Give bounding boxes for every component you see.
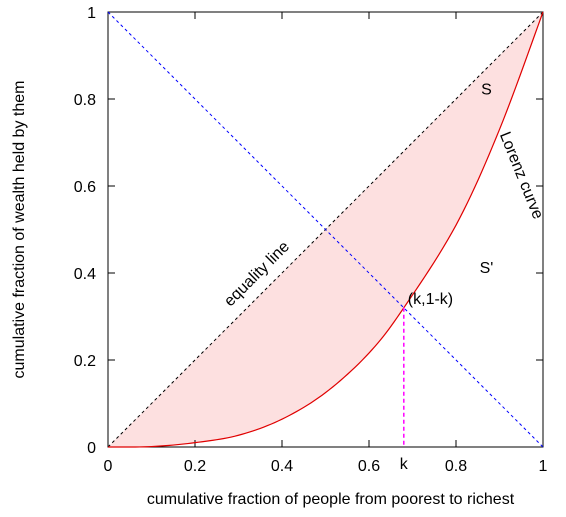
y-tick-label: 0.8 bbox=[74, 92, 96, 109]
region-s-prime-label: S' bbox=[480, 260, 494, 277]
y-tick-label: 0.2 bbox=[74, 353, 96, 370]
y-tick-label: 0.6 bbox=[74, 179, 96, 196]
lorenz-curve bbox=[107, 11, 544, 448]
y-tick-label: 1 bbox=[87, 5, 96, 22]
x-tick-label: 0 bbox=[104, 458, 113, 475]
region-s-label: S bbox=[481, 82, 492, 99]
plot-frame bbox=[107, 11, 544, 448]
x-tick-label: 0.4 bbox=[271, 458, 293, 475]
k-point-label: (k,1-k) bbox=[408, 291, 453, 308]
y-tick-label: 0.4 bbox=[74, 266, 96, 283]
x-tick-label: 0.2 bbox=[184, 458, 206, 475]
x-tick-label: 1 bbox=[539, 458, 548, 475]
lorenz-curve-label: Lorenz curve bbox=[496, 130, 546, 222]
k-axis-label: k bbox=[400, 456, 409, 473]
y-axis-label: cumulative fraction of wealth held by th… bbox=[11, 81, 28, 379]
x-axis-label: cumulative fraction of people from poore… bbox=[147, 491, 515, 508]
anti-diagonal-line bbox=[107, 11, 544, 448]
y-tick-label: 0 bbox=[87, 440, 96, 457]
x-tick-label: 0.8 bbox=[445, 458, 467, 475]
x-tick-label: 0.6 bbox=[358, 458, 380, 475]
